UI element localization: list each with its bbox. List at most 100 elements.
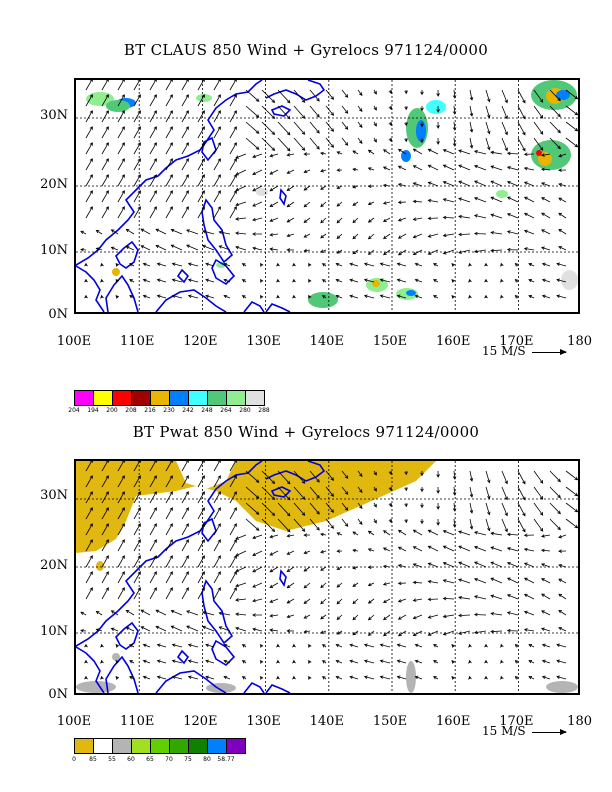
wind-vector-head: [490, 248, 494, 253]
wind-vector-head: [255, 130, 260, 134]
wind-vector-head: [316, 494, 320, 499]
wind-vector-head: [451, 262, 455, 267]
wind-vector: [325, 486, 334, 497]
wind-vector: [186, 625, 199, 632]
wind-vector: [524, 230, 535, 235]
wind-vector-head: [115, 659, 120, 664]
wind-vector-head: [301, 496, 306, 500]
wind-vector-head: [420, 107, 424, 112]
wind-vector-head: [490, 561, 495, 565]
wind-vector-head: [336, 616, 341, 620]
wind-vector-head: [383, 632, 387, 637]
wind-vector-head: [557, 510, 561, 515]
wind-vector: [491, 532, 503, 536]
wind-vector-head: [382, 183, 387, 188]
wind-vector-head: [201, 491, 205, 495]
wind-vector: [213, 539, 221, 552]
wind-vector: [133, 523, 141, 536]
wind-vector-head: [523, 181, 528, 185]
wind-vector: [397, 295, 407, 299]
wind-vector: [101, 142, 109, 155]
wind-vector-head: [271, 480, 276, 485]
wind-vector-head: [235, 626, 239, 631]
wind-vector: [85, 555, 93, 568]
wind-vector-head: [379, 643, 384, 647]
wind-vector: [413, 165, 423, 171]
wind-vector-head: [344, 142, 349, 146]
wind-vector-head: [557, 478, 561, 483]
wind-vector: [517, 89, 526, 103]
wind-vector: [383, 249, 391, 256]
wind-vector: [149, 190, 157, 203]
wind-vector-head: [433, 644, 437, 648]
wind-vector-head: [155, 244, 160, 249]
wind-vector-head: [484, 278, 488, 283]
wind-vector-head: [367, 235, 372, 240]
wind-vector: [380, 295, 391, 299]
wind-vector: [197, 158, 205, 171]
wind-vector-head: [574, 143, 578, 148]
wind-vector-head: [153, 555, 157, 559]
wind-vector: [133, 571, 141, 584]
wind-vector-head: [397, 218, 402, 222]
wind-vector-head: [121, 571, 125, 575]
wind-vector: [501, 486, 508, 500]
wind-vector-head: [185, 94, 189, 98]
wind-vector-head: [303, 600, 308, 604]
wind-vector-head: [523, 577, 528, 581]
wind-vector-head: [233, 206, 237, 210]
wind-vector-head: [383, 616, 387, 621]
wind-vector: [413, 529, 423, 536]
wind-vector-head: [420, 91, 424, 96]
wind-vector: [149, 523, 157, 536]
wind-vector-head: [233, 190, 237, 194]
wind-vector-head: [137, 507, 141, 511]
wind-vector: [117, 587, 125, 600]
wind-vector: [172, 660, 183, 664]
colorbar-label: 288: [258, 407, 270, 414]
wind-vector: [261, 518, 275, 532]
wind-vector-head: [153, 190, 157, 194]
wind-vector: [101, 539, 109, 552]
wind-vector: [85, 94, 93, 107]
wind-vector: [541, 578, 551, 584]
wind-vector: [269, 217, 279, 222]
wind-vector: [235, 582, 247, 587]
wind-vector-head: [388, 122, 393, 127]
wind-vector: [380, 644, 391, 648]
wind-vector-head: [252, 154, 256, 159]
wind-vector: [474, 614, 487, 616]
coastline: [265, 80, 326, 101]
wind-vector-head: [169, 587, 173, 591]
wind-vector: [383, 184, 391, 187]
wind-vector: [101, 507, 109, 520]
wind-vector-head: [217, 523, 221, 527]
wind-vector-head: [427, 181, 432, 185]
wind-vector-head: [276, 643, 280, 648]
wind-vector: [85, 80, 93, 91]
wind-vector-head: [201, 555, 205, 559]
wind-vector-head: [469, 478, 474, 482]
wind-vector: [398, 148, 407, 155]
wind-vector: [325, 502, 334, 513]
wind-vector: [172, 676, 183, 680]
wind-vector: [133, 539, 141, 552]
wind-vector-head: [490, 230, 495, 235]
wind-vector: [336, 249, 343, 254]
wind-vector: [341, 470, 348, 479]
wind-vector: [490, 180, 503, 187]
wind-vector-head: [359, 473, 363, 477]
wind-vector: [556, 295, 567, 299]
wind-vector-head: [352, 250, 357, 255]
wind-vector: [181, 461, 189, 472]
wind-vector-head: [316, 97, 320, 102]
wind-vector-head: [412, 563, 417, 567]
coastline: [265, 303, 291, 312]
lon-label: 120E: [183, 334, 218, 349]
wind-vector-head: [367, 201, 372, 206]
wind-vector-head: [185, 523, 189, 527]
wind-vector-head: [528, 660, 533, 664]
pwat-patch: [546, 681, 578, 693]
wind-vector-head: [474, 180, 478, 184]
colorbar-label: 204: [68, 407, 80, 414]
